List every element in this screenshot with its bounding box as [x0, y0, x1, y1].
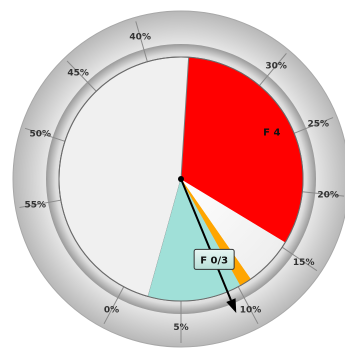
- tick-line-2: [237, 286, 259, 325]
- tick-line-0: [103, 286, 125, 325]
- tick-line-6: [259, 53, 287, 86]
- tick-label-7: 40%: [129, 33, 151, 43]
- tick-label-5: 25%: [307, 120, 329, 130]
- pointer-label-box: [193, 248, 235, 270]
- sector-label-0: F 4: [263, 128, 280, 139]
- pointer-head: [226, 298, 237, 314]
- tick-label-3: 15%: [293, 258, 315, 268]
- tick-line-4: [302, 191, 345, 197]
- pointer: F 0/3: [178, 176, 237, 314]
- tick-line-10: [19, 199, 61, 208]
- tick-line-5: [293, 117, 334, 134]
- tick-label-4: 20%: [317, 190, 339, 200]
- tick-label-10: 55%: [24, 201, 46, 211]
- tick-line-9: [24, 127, 66, 142]
- tick-line-3: [281, 246, 318, 272]
- tick-label-9: 50%: [29, 129, 51, 139]
- tick-line-8: [66, 60, 97, 92]
- tick-label-8: 45%: [67, 69, 89, 79]
- tick-label-2: 10%: [240, 306, 262, 316]
- pointer-hub: [178, 176, 184, 182]
- sector-labels: F 4: [263, 128, 280, 139]
- pointer-label: F 0/3: [200, 255, 228, 266]
- pointer-shaft: [180, 178, 232, 301]
- tick-label-0: 0%: [104, 306, 119, 316]
- tick-line-7: [135, 21, 148, 62]
- tick-labels: 0% 5% 10% 15% 20% 25% 30% 40% 45% 50% 55%: [24, 33, 338, 333]
- tick-lines: [19, 21, 345, 343]
- tick-label-6: 30%: [265, 62, 287, 72]
- tick-label-1: 5%: [173, 323, 188, 333]
- dial-face-outline: [58, 56, 304, 302]
